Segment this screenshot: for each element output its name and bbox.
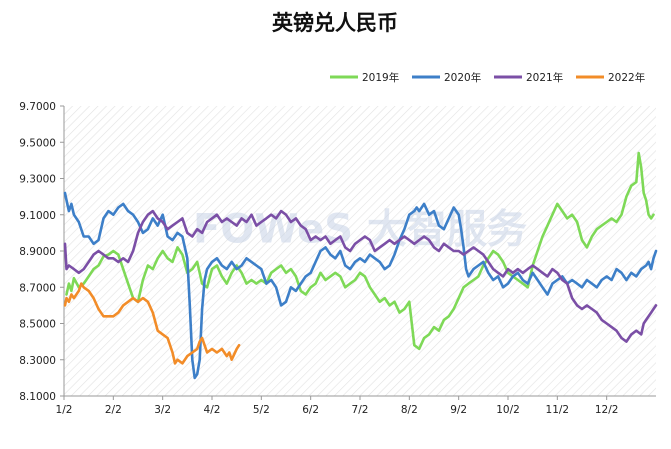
legend-item: 2020年 — [412, 71, 481, 84]
x-tick-label: 10/2 — [496, 404, 520, 416]
legend-label: 2022年 — [608, 71, 645, 84]
y-tick-label: 8.7000 — [19, 282, 56, 294]
y-tick-label: 8.1000 — [19, 391, 56, 403]
y-tick-label: 8.9000 — [19, 246, 56, 258]
x-tick-label: 2/2 — [105, 404, 122, 416]
legend-label: 2020年 — [444, 71, 481, 84]
x-tick-label: 5/2 — [253, 404, 270, 416]
legend: 2019年 2020年 2021年 2022年 — [330, 71, 645, 84]
x-tick-label: 6/2 — [302, 404, 319, 416]
x-tick-label: 12/2 — [595, 404, 619, 416]
legend-item: 2022年 — [576, 71, 645, 84]
legend-item: 2021年 — [494, 71, 563, 84]
x-tick-label: 11/2 — [546, 404, 570, 416]
y-axis: 8.1000 8.3000 8.5000 8.7000 8.9000 9.1000 9.30… — [19, 101, 65, 403]
series-line-4 — [63, 282, 241, 365]
x-tick-label: 7/2 — [352, 404, 369, 416]
y-tick-label: 9.1000 — [19, 210, 56, 222]
series-line-2 — [63, 191, 658, 380]
watermark-text: FOWeS 大智服务 — [193, 206, 527, 252]
x-tick-label: 4/2 — [204, 404, 221, 416]
series-layer — [63, 151, 658, 380]
series-line-3 — [63, 209, 658, 343]
x-tick-label: 9/2 — [450, 404, 467, 416]
x-axis: 1/2 2/2 3/2 4/2 5/2 6/2 7/2 8/2 9/2 10/2 11/2 12/2 — [56, 395, 656, 416]
x-tick-label: 8/2 — [401, 404, 418, 416]
chart-title: 英镑兑人民币 — [272, 10, 398, 35]
x-tick-label: 3/2 — [154, 404, 171, 416]
y-tick-label: 9.7000 — [19, 101, 56, 113]
x-tick-label: 1/2 — [56, 404, 73, 416]
y-tick-label: 8.5000 — [19, 319, 56, 331]
y-tick-label: 9.3000 — [19, 174, 56, 186]
y-tick-label: 9.5000 — [19, 137, 56, 149]
legend-item: 2019年 — [330, 71, 399, 84]
legend-label: 2021年 — [526, 71, 563, 84]
legend-label: 2019年 — [362, 71, 399, 84]
series-line-1 — [65, 151, 655, 351]
y-tick-label: 8.3000 — [19, 355, 56, 367]
